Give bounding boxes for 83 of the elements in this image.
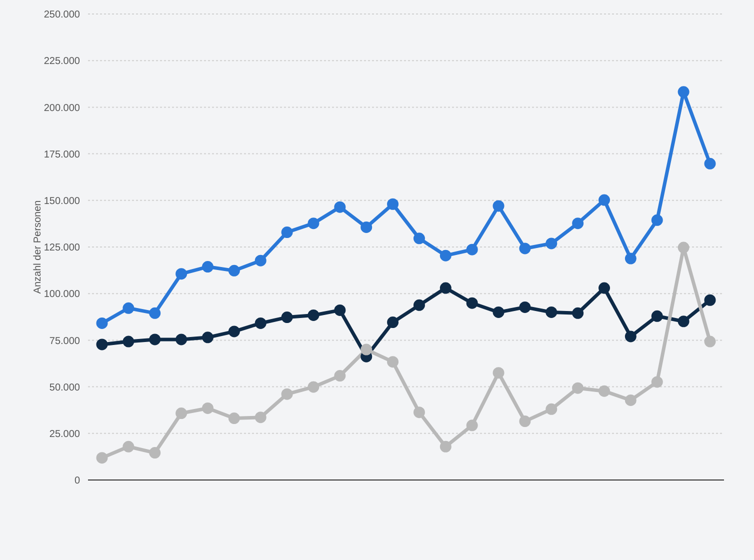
point xyxy=(176,408,188,420)
point xyxy=(572,307,584,319)
point xyxy=(360,344,372,356)
point xyxy=(678,316,690,328)
point xyxy=(254,317,266,329)
point xyxy=(598,282,610,294)
y-tick-label: 75.000 xyxy=(49,336,80,347)
point xyxy=(651,376,663,388)
point xyxy=(651,310,663,322)
y-tick-label: 225.000 xyxy=(44,56,80,68)
point xyxy=(387,356,399,368)
point xyxy=(466,244,478,256)
point xyxy=(546,306,558,318)
point xyxy=(440,440,452,452)
point xyxy=(254,412,266,424)
point xyxy=(466,420,478,432)
point xyxy=(546,403,558,415)
point xyxy=(122,302,134,314)
point xyxy=(281,388,293,400)
point xyxy=(149,307,161,319)
point xyxy=(624,252,636,264)
y-tick-label: 150.000 xyxy=(44,196,80,207)
point xyxy=(228,412,240,424)
point xyxy=(651,214,663,226)
point xyxy=(572,382,584,394)
point xyxy=(149,447,161,459)
point xyxy=(704,336,716,348)
point xyxy=(96,338,108,350)
point xyxy=(122,336,134,348)
point xyxy=(678,86,690,98)
point xyxy=(598,385,610,397)
point xyxy=(254,254,266,266)
point xyxy=(440,282,452,294)
point xyxy=(624,330,636,342)
point xyxy=(440,250,452,262)
point xyxy=(492,200,504,212)
point xyxy=(413,406,425,418)
point xyxy=(176,334,188,346)
point xyxy=(96,317,108,329)
point xyxy=(202,332,214,344)
point xyxy=(387,198,399,210)
point xyxy=(308,218,320,230)
point xyxy=(149,334,161,346)
point xyxy=(281,312,293,324)
point xyxy=(96,452,108,464)
point xyxy=(176,268,188,280)
point xyxy=(413,232,425,244)
point xyxy=(308,309,320,321)
point xyxy=(413,299,425,311)
point xyxy=(281,226,293,238)
point xyxy=(704,158,716,170)
y-tick-label: 200.000 xyxy=(44,102,80,114)
point xyxy=(334,304,346,316)
point xyxy=(572,218,584,230)
y-tick-label: 0 xyxy=(74,476,80,487)
point xyxy=(492,367,504,379)
point xyxy=(704,294,716,306)
point xyxy=(546,238,558,250)
point xyxy=(202,261,214,273)
point xyxy=(492,306,504,318)
point xyxy=(228,264,240,276)
point xyxy=(334,370,346,382)
point xyxy=(598,194,610,206)
point xyxy=(334,201,346,213)
point xyxy=(360,221,372,233)
point xyxy=(466,297,478,309)
point xyxy=(228,326,240,338)
point xyxy=(624,394,636,406)
y-tick-label: 125.000 xyxy=(44,242,80,254)
y-axis-title: Anzahl der Personen xyxy=(32,200,44,294)
point xyxy=(308,381,320,393)
point xyxy=(387,316,399,328)
y-tick-label: 175.000 xyxy=(44,149,80,160)
y-tick-label: 50.000 xyxy=(49,382,80,394)
y-tick-label: 250.000 xyxy=(44,10,80,21)
y-tick-label: 25.000 xyxy=(49,428,80,440)
point xyxy=(678,242,690,254)
point xyxy=(202,402,214,414)
y-tick-label: 100.000 xyxy=(44,289,80,300)
point xyxy=(122,440,134,452)
point xyxy=(519,416,531,428)
point xyxy=(519,301,531,313)
point xyxy=(519,242,531,254)
